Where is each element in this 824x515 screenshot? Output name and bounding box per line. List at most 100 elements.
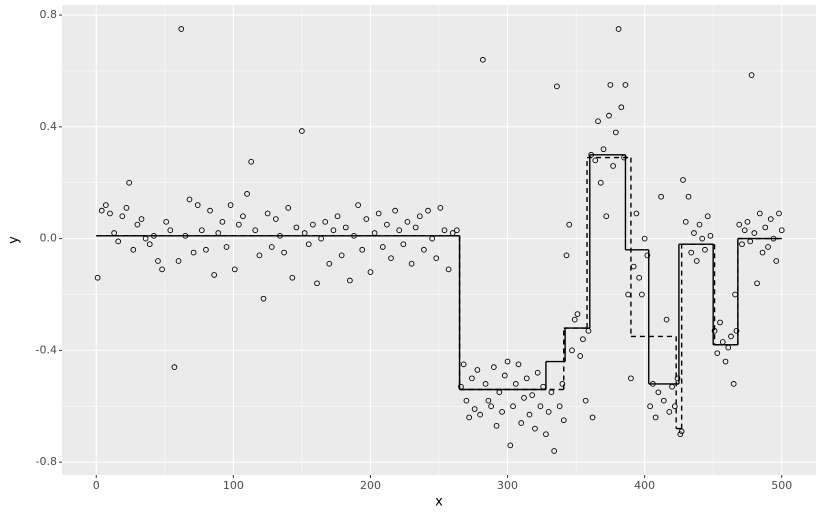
point (674, 375, 681, 382)
point (652, 414, 659, 421)
point (507, 442, 514, 449)
point (190, 249, 197, 256)
point (347, 277, 353, 284)
point (756, 210, 763, 217)
y-tick-label: -0.4 (36, 343, 57, 356)
point (595, 118, 601, 125)
point (477, 411, 483, 418)
point (314, 280, 320, 287)
point (600, 146, 607, 153)
point (433, 255, 440, 262)
point (754, 280, 760, 287)
point (367, 269, 374, 275)
point (305, 241, 312, 248)
point (268, 244, 275, 250)
x-tick-label: 100 (223, 479, 244, 492)
point (748, 72, 755, 78)
point (490, 364, 497, 370)
point (264, 210, 271, 217)
point (463, 397, 470, 404)
y-axis-title: y (7, 236, 22, 244)
point (299, 128, 305, 134)
point (571, 316, 578, 323)
x-tick-label: 500 (771, 479, 792, 492)
point (281, 249, 287, 256)
point (186, 196, 193, 203)
point (310, 221, 316, 228)
point (585, 327, 592, 334)
point (458, 383, 464, 390)
point (441, 227, 448, 234)
point (704, 213, 711, 220)
point (252, 227, 259, 234)
point (699, 235, 706, 242)
point (126, 179, 133, 186)
point (171, 364, 178, 370)
point (134, 221, 141, 228)
point (650, 381, 656, 387)
point (770, 235, 777, 242)
point (685, 193, 692, 200)
point (425, 207, 431, 214)
point (633, 210, 640, 217)
point (582, 397, 589, 404)
point (260, 295, 267, 302)
point (733, 327, 740, 334)
point (318, 235, 324, 242)
point (412, 224, 419, 231)
point (363, 216, 370, 222)
point (751, 230, 758, 236)
point (728, 333, 734, 340)
point (460, 361, 467, 368)
point (741, 227, 748, 234)
point (621, 154, 627, 161)
point (142, 235, 149, 242)
point (644, 252, 651, 259)
point (612, 129, 619, 136)
point (203, 246, 209, 253)
point (736, 221, 743, 228)
point (540, 383, 547, 390)
point (618, 104, 625, 111)
point (408, 260, 415, 267)
point (622, 82, 629, 88)
point (244, 191, 250, 197)
x-tick-label: 200 (360, 479, 381, 492)
point (554, 83, 560, 90)
point (717, 319, 723, 326)
point (551, 448, 558, 454)
point (628, 375, 634, 382)
point (523, 375, 530, 382)
x-tick-label: 0 (93, 479, 100, 492)
point (240, 213, 246, 220)
point (778, 227, 785, 234)
point (577, 353, 584, 359)
point (231, 266, 238, 273)
point (580, 336, 586, 343)
point (677, 431, 684, 438)
point (480, 56, 486, 63)
point (421, 246, 427, 253)
point (762, 224, 769, 231)
point (559, 381, 566, 387)
point (739, 241, 745, 248)
point (732, 291, 738, 298)
point (714, 350, 721, 357)
point (167, 227, 174, 234)
point (569, 347, 575, 354)
point (123, 205, 130, 211)
point (702, 246, 708, 253)
point (722, 358, 729, 365)
y-tick-label: 0.8 (40, 8, 58, 21)
point (556, 403, 563, 410)
point (529, 392, 536, 398)
point (512, 381, 519, 387)
point (342, 224, 349, 231)
point (379, 244, 386, 250)
point (449, 230, 456, 236)
point (696, 221, 703, 228)
point (592, 157, 599, 164)
point (639, 291, 645, 298)
point (630, 263, 637, 270)
